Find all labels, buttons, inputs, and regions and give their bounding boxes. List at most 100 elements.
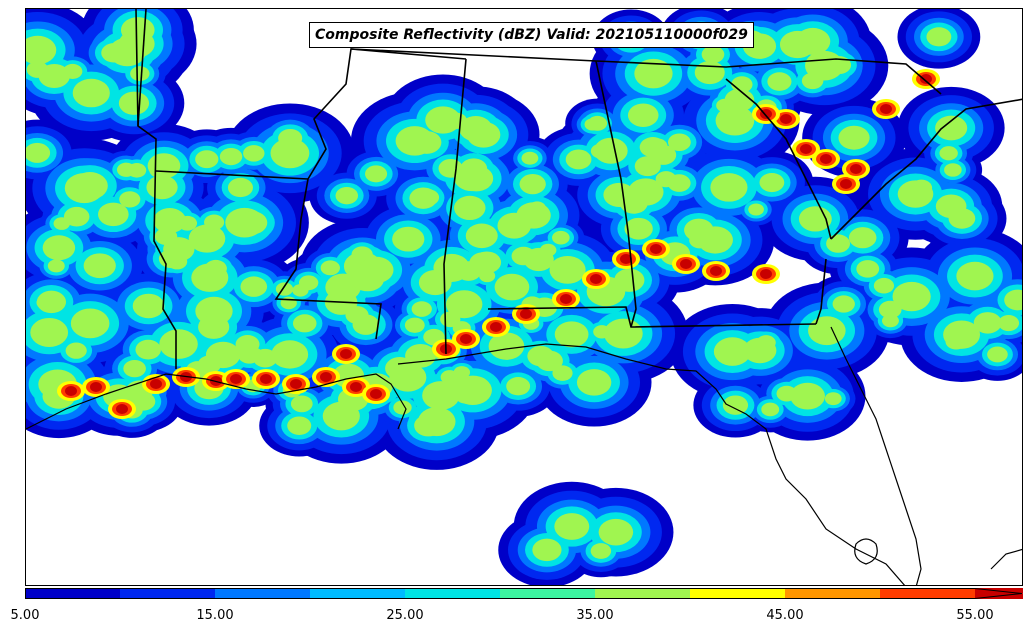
radar-echo	[153, 208, 186, 234]
radar-core	[520, 309, 532, 319]
radar-echo	[710, 173, 748, 202]
colorbar-swatch	[215, 588, 310, 599]
radar-echo	[335, 187, 359, 205]
radar-echo	[235, 335, 260, 354]
radar-echo	[438, 158, 463, 178]
radar-echo	[72, 78, 110, 108]
radar-echo	[38, 63, 70, 89]
radar-echo	[838, 125, 870, 150]
radar-echo	[404, 317, 425, 333]
map-canvas	[26, 9, 1022, 585]
radar-echo	[253, 348, 278, 368]
radar-core	[65, 386, 77, 396]
radar-echo	[65, 342, 87, 359]
radar-echo	[198, 314, 230, 339]
radar-core	[230, 374, 242, 384]
radar-echo	[716, 98, 734, 113]
radar-echo	[453, 366, 471, 379]
radar-echo	[130, 66, 150, 82]
colorbar-tick-label: 35.00	[576, 608, 614, 623]
colorbar-tick-label: 15.00	[196, 608, 234, 623]
radar-echo	[278, 128, 303, 148]
radar-echo	[798, 206, 832, 232]
radar-core	[290, 379, 302, 389]
radar-echo	[761, 402, 780, 417]
radar-echo	[240, 276, 268, 297]
radar-echo	[219, 147, 243, 166]
radar-echo	[479, 269, 496, 283]
colorbar-swatch	[310, 588, 405, 599]
radar-echo	[146, 175, 178, 200]
radar-core	[350, 382, 362, 392]
radar-echo	[469, 252, 498, 274]
radar-echo	[590, 543, 612, 559]
radar-core	[320, 372, 332, 382]
radar-echo	[697, 226, 733, 254]
radar-echo	[873, 277, 895, 294]
radar-echo	[188, 224, 226, 253]
radar-core	[90, 382, 102, 392]
colorbar-extend-arrow	[975, 588, 1023, 599]
radar-echo	[748, 203, 764, 216]
radar-core	[680, 259, 692, 269]
radar-core	[710, 266, 722, 276]
radar-echo	[939, 146, 958, 161]
radar-echo	[275, 282, 294, 296]
radar-core	[780, 114, 792, 124]
radar-echo	[832, 295, 855, 313]
radar-echo	[552, 365, 573, 381]
radar-echo	[292, 314, 317, 333]
state-borders	[135, 9, 1022, 369]
radar-echo	[411, 301, 432, 317]
radar-echo	[973, 312, 1002, 334]
radar-echo	[449, 375, 469, 390]
radar-echo	[779, 30, 816, 59]
radar-core	[650, 244, 662, 254]
radar-echo	[147, 153, 181, 179]
colorbar-outline	[25, 588, 1023, 599]
radar-echo	[135, 339, 161, 360]
radar-echo	[159, 329, 198, 359]
radar-echo	[935, 194, 967, 219]
colorbar	[25, 588, 1023, 599]
radar-echo	[163, 237, 195, 262]
colorbar-swatch	[785, 588, 880, 599]
radar-echo	[422, 381, 460, 410]
radar-echo	[587, 115, 608, 131]
radar-echo	[98, 202, 129, 227]
radar-echo	[287, 416, 312, 435]
colorbar-swatch	[25, 588, 120, 599]
radar-echo	[694, 61, 725, 85]
coastline	[26, 326, 1022, 585]
radar-echo	[417, 189, 440, 206]
radar-echo	[204, 259, 227, 278]
radar-echo	[177, 215, 198, 231]
radar-core	[800, 144, 812, 154]
radar-echo	[904, 285, 926, 302]
radar-echo	[776, 385, 797, 402]
radar-echo	[701, 45, 725, 64]
radar-core	[880, 104, 892, 114]
radar-echo	[767, 72, 792, 91]
radar-echo	[624, 217, 653, 240]
radar-echo	[414, 414, 443, 437]
radar-echo	[655, 171, 677, 188]
colorbar-swatch	[500, 588, 595, 599]
radar-core	[490, 322, 502, 332]
radar-echo	[598, 518, 634, 546]
radar-echo	[554, 321, 589, 348]
radar-echo	[634, 58, 673, 89]
radar-echo	[460, 158, 488, 180]
radar-echo	[446, 112, 468, 129]
radar-echo	[998, 315, 1020, 332]
radar-echo	[345, 306, 369, 324]
radar-echo	[593, 325, 611, 339]
radar-echo	[418, 269, 452, 296]
radar-core	[760, 269, 772, 279]
radar-core	[850, 164, 862, 174]
radar-core	[590, 274, 602, 284]
colorbar-swatches	[25, 588, 1023, 599]
radar-echo	[603, 182, 635, 207]
radar-echo	[42, 235, 76, 261]
colorbar-tick-label: 45.00	[766, 608, 804, 623]
